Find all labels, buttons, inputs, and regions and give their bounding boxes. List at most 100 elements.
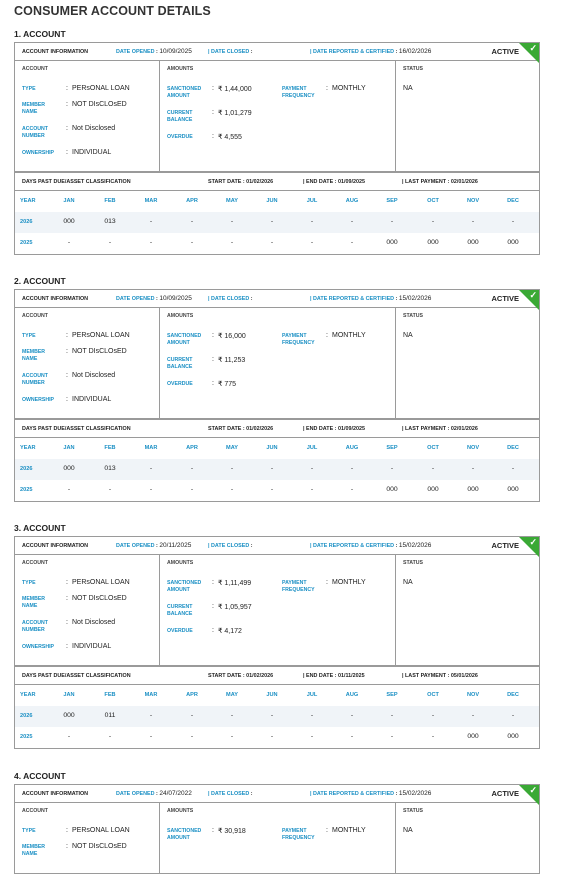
status-tag: ACTIVE [491, 541, 519, 550]
dpd-row: 2026 000 011 - - - - - - - - - - [15, 706, 539, 727]
divider: | [208, 543, 212, 549]
overdue-value: ₹ 4,555 [218, 134, 242, 141]
overdue-label: OVERDUE [167, 134, 193, 140]
page-title: CONSUMER ACCOUNT DETAILS [14, 4, 211, 18]
start-date-label: START DATE [208, 426, 242, 432]
divider: | [310, 49, 314, 55]
account-info-label: ACCOUNT INFORMATION [22, 49, 89, 55]
account-card: ACCOUNT INFORMATION DATE OPENED : 10/09/2… [14, 289, 540, 502]
payment-frequency-label: PAYMENT FREQUENCY [282, 580, 315, 593]
status-value: NA [403, 827, 413, 834]
dpd-cell: 013 [104, 218, 116, 225]
type-label: TYPE [22, 86, 36, 92]
start-date-label: START DATE [208, 673, 242, 679]
colon: : [66, 396, 68, 403]
date-closed-label: DATE CLOSED [211, 543, 250, 549]
dpd-cell: - [511, 218, 515, 225]
divider: | [402, 426, 406, 432]
month-header: YEAR [20, 445, 36, 451]
month-header: MAR [144, 198, 158, 204]
dpd-cell: 000 [386, 239, 398, 246]
month-header: JUL [306, 692, 318, 698]
member-name-value: NOT DIsCLOsED [72, 595, 127, 602]
dpd-cell: - [230, 239, 234, 246]
dpd-cell: - [190, 218, 194, 225]
month-header: MAR [144, 692, 158, 698]
dpd-cell: - [270, 486, 274, 493]
account-info-bar: ACCOUNT INFORMATION DATE OPENED : 10/09/2… [15, 43, 539, 63]
dpd-cell: - [350, 486, 354, 493]
dpd-cell: - [108, 239, 112, 246]
amounts-column: AMOUNTS SANCTIONED AMOUNT: ₹ 1,44,000 CURRE… [160, 61, 396, 171]
account-number-value: Not Disclosed [72, 619, 116, 626]
payment-frequency-value: MONTHLY [332, 85, 366, 92]
dpd-cell: - [390, 712, 394, 719]
status-column: STATUS NA [396, 308, 539, 418]
dpd-cell: - [350, 218, 354, 225]
account-column: ACCOUNT TYPE: PERsONAL LOAN MEMBER NAME: NOT… [15, 555, 160, 665]
colon: : [66, 372, 68, 379]
active-corner [519, 785, 539, 805]
date-closed: | DATE CLOSED : [208, 49, 253, 55]
column-header: ACCOUNT [22, 66, 48, 72]
dpd-cell: - [431, 712, 435, 719]
dpd-cell: 000 [507, 239, 519, 246]
current-balance-label: CURRENT BALANCE [167, 604, 193, 617]
dpd-title: DAYS PAST DUE/ASSET CLASSIFICATION [22, 426, 131, 432]
end-date-label: END DATE [306, 426, 334, 432]
date-opened: DATE OPENED : 20/11/2025 [116, 542, 192, 549]
end-date: | END DATE : 01/11/2025 [303, 673, 365, 679]
dpd-cell: - [270, 218, 274, 225]
colon: : [66, 149, 68, 156]
dpd-cell: 000 [427, 239, 439, 246]
dpd-cell: - [67, 239, 71, 246]
dpd-cell: - [511, 465, 515, 472]
account-info-bar: ACCOUNT INFORMATION DATE OPENED : 10/09/2… [15, 290, 539, 310]
date-reported-label: DATE REPORTED & CERTIFIED [313, 296, 395, 302]
type-label: TYPE [22, 333, 36, 339]
check-icon: ✓ [529, 537, 537, 547]
start-date-label: START DATE [208, 179, 242, 185]
account-card: ACCOUNT INFORMATION DATE OPENED : 24/07/2… [14, 784, 540, 874]
last-payment-label: LAST PAYMENT [405, 426, 447, 432]
payment-frequency-label: PAYMENT FREQUENCY [282, 828, 315, 841]
divider: | [310, 543, 314, 549]
dpd-cell: - [149, 733, 153, 740]
account-column: ACCOUNT TYPE: PERsONAL LOAN MEMBER NAME: NOT… [15, 803, 160, 873]
status-tag: ACTIVE [491, 789, 519, 798]
month-header: SEP [386, 692, 398, 698]
month-header: DEC [507, 445, 519, 451]
overdue-value: ₹ 4,172 [218, 628, 242, 635]
type-value: PERsONAL LOAN [72, 332, 130, 339]
dpd-cell: - [310, 712, 314, 719]
dpd-cell: - [190, 712, 194, 719]
dpd-cell: - [270, 733, 274, 740]
dpd-header-row: YEAR JAN FEB MAR APR MAY JUN JUL AUG SEP OCT NOV DEC [15, 685, 539, 706]
amounts-column: AMOUNTS SANCTIONED AMOUNT: ₹ 30,918 PAYMENT… [160, 803, 396, 873]
dpd-cell: - [67, 733, 71, 740]
dpd-cell: - [350, 239, 354, 246]
overdue-label: OVERDUE [167, 628, 193, 634]
date-opened-value: 10/09/2025 [159, 48, 192, 55]
account-heading: 2. ACCOUNT [14, 276, 66, 286]
dpd-year: 2026 [20, 219, 33, 225]
colon: : [326, 827, 328, 834]
status-value: NA [403, 579, 413, 586]
date-opened: DATE OPENED : 24/07/2022 [116, 790, 192, 797]
current-balance-value: ₹ 1,01,279 [218, 110, 252, 117]
account-info-label: ACCOUNT INFORMATION [22, 296, 89, 302]
dpd-row: 2025 - - - - - - - - 000 000 000 000 [15, 233, 539, 254]
check-icon: ✓ [529, 43, 537, 53]
divider: | [310, 296, 314, 302]
account-number-value: Not Disclosed [72, 372, 116, 379]
date-opened-label: DATE OPENED [116, 49, 155, 55]
sanctioned-label: SANCTIONED AMOUNT [167, 828, 202, 841]
end-date: | END DATE : 01/09/2025 [303, 426, 365, 432]
end-date-label: END DATE [306, 179, 334, 185]
date-reported-value: 15/02/2026 [398, 790, 432, 797]
ownership-value: INDIVIDUAL [72, 643, 112, 650]
status-column: STATUS NA [396, 61, 539, 171]
month-header: NOV [466, 198, 480, 204]
colon: : [66, 332, 68, 339]
check-icon: ✓ [529, 785, 537, 795]
